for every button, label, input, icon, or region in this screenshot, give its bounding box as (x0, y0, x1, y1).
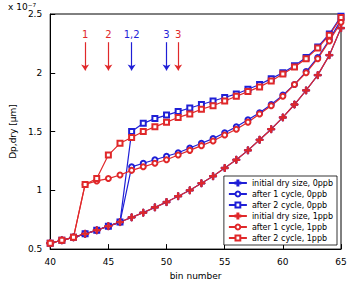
svg-text:0.5: 0.5 (28, 244, 42, 254)
svg-text:40: 40 (44, 257, 56, 267)
svg-text:initial dry size, 0ppb: initial dry size, 0ppb (252, 179, 333, 188)
svg-text:1.5: 1.5 (28, 127, 42, 137)
svg-text:after 1 cycle, 0ppb: after 1 cycle, 0ppb (252, 190, 327, 199)
svg-text:x 10⁻⁷: x 10⁻⁷ (8, 1, 36, 12)
svg-text:2: 2 (105, 29, 111, 40)
svg-text:bin number: bin number (170, 271, 222, 281)
svg-text:1,2: 1,2 (124, 29, 140, 40)
svg-text:3: 3 (175, 29, 181, 40)
svg-text:Dp,dry [μm]: Dp,dry [μm] (8, 104, 18, 159)
svg-text:1: 1 (36, 185, 42, 195)
svg-text:1: 1 (82, 29, 88, 40)
svg-text:2: 2 (36, 68, 42, 78)
svg-text:3: 3 (163, 29, 169, 40)
svg-text:45: 45 (103, 257, 114, 267)
svg-text:after 2 cycle, 1ppb: after 2 cycle, 1ppb (252, 234, 327, 243)
svg-text:55: 55 (219, 257, 230, 267)
svg-text:2.5: 2.5 (28, 9, 42, 19)
svg-text:after 1 cycle, 1ppb: after 1 cycle, 1ppb (252, 223, 327, 232)
svg-text:65: 65 (335, 257, 346, 267)
svg-text:60: 60 (277, 257, 289, 267)
svg-text:50: 50 (161, 257, 173, 267)
svg-text:after 2 cycle, 0ppb: after 2 cycle, 0ppb (252, 201, 327, 210)
svg-text:initial dry size, 1ppb: initial dry size, 1ppb (252, 212, 333, 221)
